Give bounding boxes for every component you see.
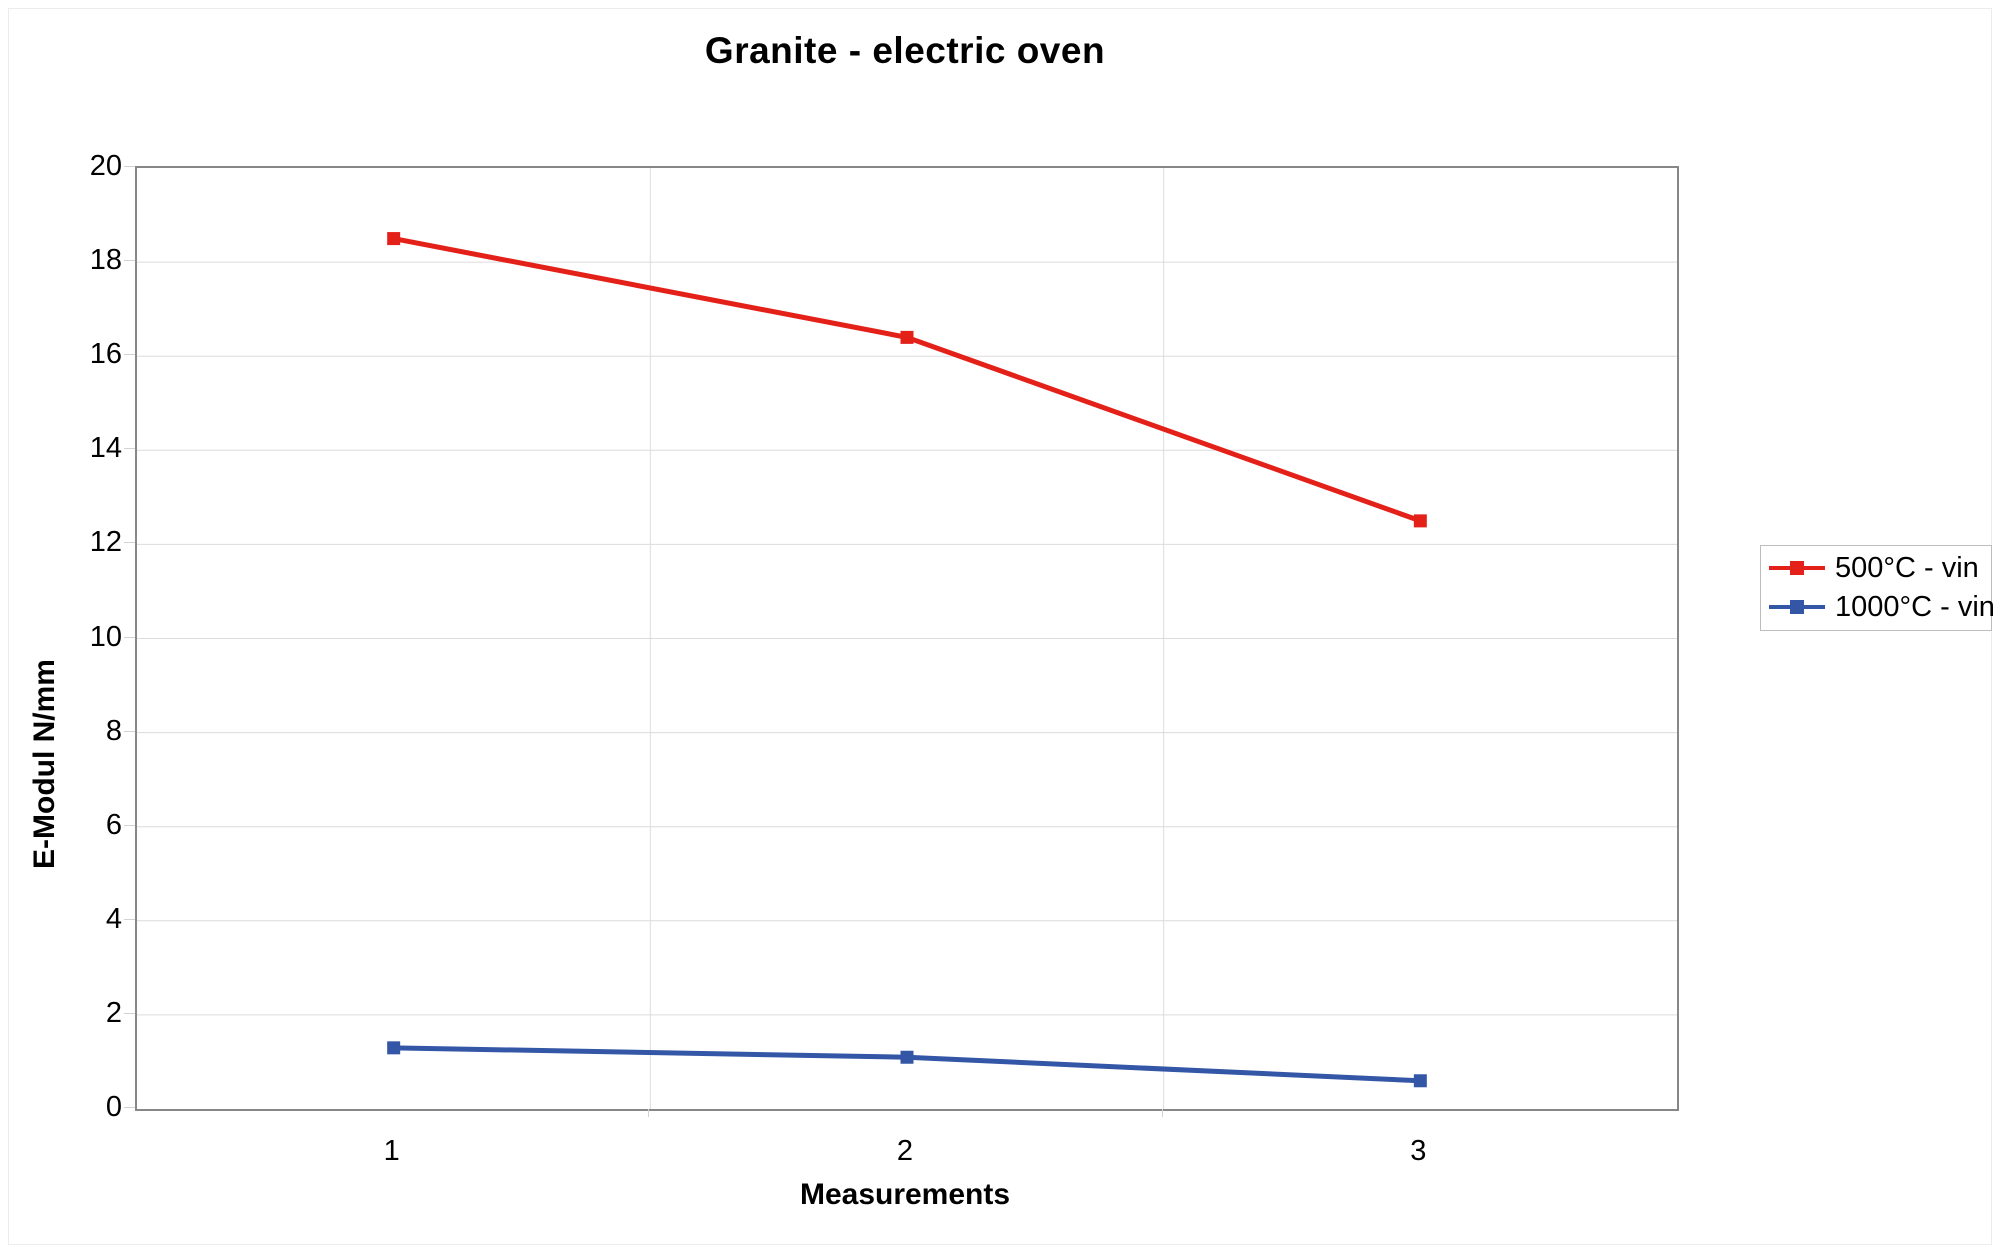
y-tick-mark <box>124 354 135 356</box>
x-tick-mark <box>648 1109 650 1117</box>
y-axis-title: E-Modul N/mm <box>28 659 61 869</box>
data-point-marker <box>900 1050 914 1064</box>
x-tick-mark <box>1161 1109 1163 1117</box>
data-point-marker <box>387 1041 401 1055</box>
data-point-marker <box>900 330 914 344</box>
y-tick-mark <box>124 636 135 638</box>
y-tick-label: 0 <box>105 1091 122 1123</box>
y-tick-label: 6 <box>105 808 122 841</box>
y-tick-label: 18 <box>89 244 122 277</box>
y-tick-label: 16 <box>89 338 122 371</box>
legend-series-label: 1000°C - vin <box>1835 591 1995 623</box>
data-point-marker <box>1413 1074 1427 1088</box>
y-tick-label: 20 <box>89 150 122 182</box>
y-tick-label: 4 <box>105 902 122 935</box>
plot-area <box>135 166 1679 1111</box>
x-tick-label: 3 <box>1410 1135 1427 1167</box>
y-tick-label: 2 <box>105 996 122 1029</box>
legend: 500°C - vin 1000°C - vin <box>1760 545 1995 631</box>
legend-line-marker-icon <box>1769 561 1825 576</box>
x-tick-label: 2 <box>896 1135 914 1167</box>
y-tick-mark <box>124 1107 135 1108</box>
y-tick-mark <box>124 918 135 920</box>
legend-item: 1000°C - vin <box>1761 588 1995 627</box>
y-tick-label: 12 <box>89 526 122 559</box>
plot-canvas <box>137 168 1677 1109</box>
y-tick-mark <box>124 448 135 450</box>
series-line <box>393 236 1422 524</box>
legend-item: 500°C - vin <box>1761 549 1991 588</box>
y-tick-mark <box>124 260 135 262</box>
data-point-marker <box>387 232 401 246</box>
y-tick-mark <box>124 1012 135 1014</box>
x-axis-title: Measurements <box>799 1178 1011 1211</box>
y-tick-mark <box>124 730 135 732</box>
y-tick-mark <box>124 542 135 544</box>
y-tick-mark <box>124 166 135 167</box>
data-point-marker <box>1413 514 1427 528</box>
y-tick-label: 8 <box>105 714 122 747</box>
legend-series-label: 500°C - vin <box>1835 552 1979 584</box>
y-tick-label: 14 <box>89 432 122 465</box>
legend-line-marker-icon <box>1769 600 1825 615</box>
x-tick-label: 1 <box>383 1135 400 1167</box>
y-tick-mark <box>124 824 135 826</box>
chart-title: Granite - electric oven <box>704 30 1106 71</box>
y-tick-label: 10 <box>89 620 122 653</box>
